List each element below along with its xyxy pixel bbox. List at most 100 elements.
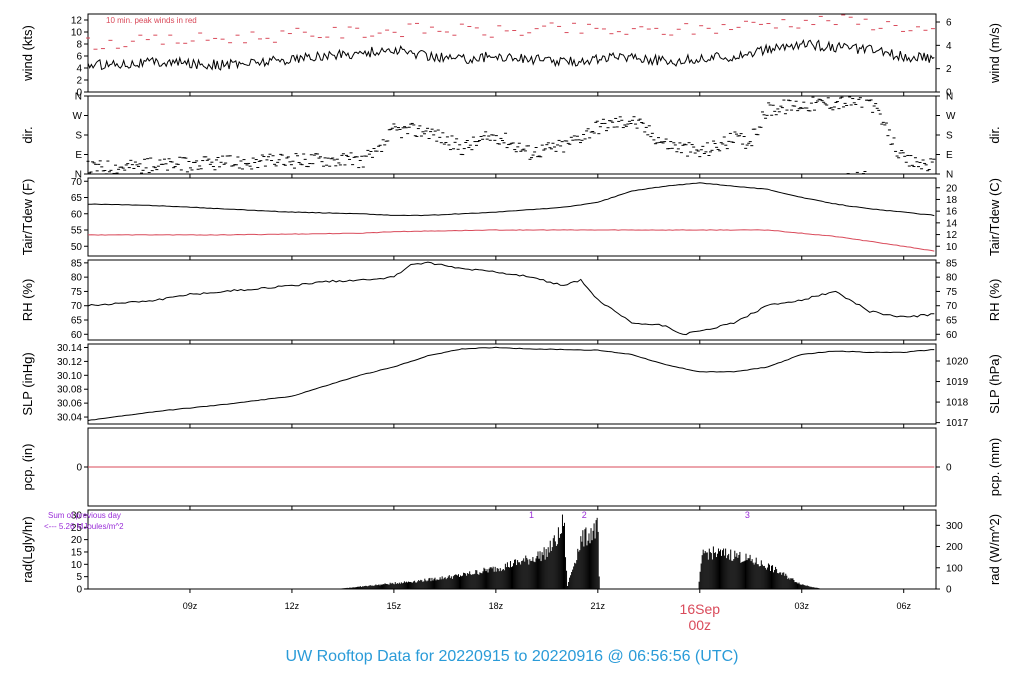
y-tick-label: 30 xyxy=(71,510,83,521)
y-tick-label: 10 xyxy=(71,28,83,39)
y-axis-label-left: SLP (inHg) xyxy=(20,352,35,415)
y-tick-label: N xyxy=(75,170,82,181)
y-tick-label: 15 xyxy=(71,547,83,558)
y-tick-label-right: 6 xyxy=(946,18,952,29)
panel-pcp: pcp. (in) pcp. (mm) 0 0 xyxy=(20,427,1002,510)
y-tick-label-right: 14 xyxy=(946,218,958,229)
y-axis-label-left: rad(Lgly/hr) xyxy=(20,516,35,582)
y-tick-label-right: 80 xyxy=(946,273,958,284)
chart-annotation: <--- 5.26 MJoules/m^2 xyxy=(44,522,124,531)
y-tick-label-right: 10 xyxy=(946,242,958,253)
y-tick-label: 8 xyxy=(76,40,82,51)
panel-frame xyxy=(87,177,937,257)
y-tick-label-right: 4 xyxy=(946,41,952,52)
y-tick-label-right: 100 xyxy=(946,563,963,574)
y-tick-label: 25 xyxy=(71,523,83,534)
y-tick-label: 5 xyxy=(76,572,82,583)
x-tick-label: 15z xyxy=(387,601,402,611)
y-tick-label: 0 xyxy=(76,463,82,474)
y-tick-label: 65 xyxy=(71,193,83,204)
y-axis-label-left: Tair/Tdew (F) xyxy=(20,179,35,256)
series-dir-0 xyxy=(86,96,936,175)
y-axis-label-right: pcp. (mm) xyxy=(987,438,1002,497)
y-tick-label: 30.14 xyxy=(57,343,82,354)
panel-frame xyxy=(87,13,937,93)
panel-frame xyxy=(87,343,937,425)
y-tick-label: 30.08 xyxy=(57,385,82,396)
data-line xyxy=(87,38,935,71)
y-tick-label: E xyxy=(75,150,82,161)
y-tick-label-right: 70 xyxy=(946,301,958,312)
data-line xyxy=(87,229,935,252)
y-axis-label-right: SLP (hPa) xyxy=(987,354,1002,414)
y-tick-label: 80 xyxy=(71,273,83,284)
y-tick-label: 30.06 xyxy=(57,399,82,410)
y-tick-label-right: 2 xyxy=(946,64,952,75)
y-tick-label-right: 1020 xyxy=(946,356,969,367)
date-label: 16Sep xyxy=(680,601,721,617)
y-tick-label-right: 1017 xyxy=(946,418,969,429)
chart-marker: 2 xyxy=(582,510,587,520)
y-tick-label-right: 75 xyxy=(946,287,958,298)
x-tick-label: 18z xyxy=(489,601,504,611)
panel-frame xyxy=(87,259,937,341)
y-tick-label: 10 xyxy=(71,560,83,571)
y-tick-label: 55 xyxy=(71,226,83,237)
y-tick-label-right: 0 xyxy=(946,88,952,99)
y-tick-label: 0 xyxy=(76,88,82,99)
y-tick-label: 30.12 xyxy=(57,357,82,368)
series-temp-0 xyxy=(87,182,935,217)
y-tick-label: 65 xyxy=(71,316,83,327)
y-tick-label-right: 1018 xyxy=(946,398,969,409)
data-line xyxy=(87,182,935,217)
y-tick-label-right: S xyxy=(946,131,953,142)
data-line xyxy=(87,346,935,421)
y-axis-label-right: Tair/Tdew (C) xyxy=(987,178,1002,256)
series-slp-0 xyxy=(87,346,935,421)
y-tick-label: 50 xyxy=(71,242,83,253)
x-tick-label: 21z xyxy=(591,601,606,611)
y-tick-label-right: 18 xyxy=(946,195,958,206)
y-tick-label: 30.04 xyxy=(57,413,82,424)
series-wind-0 xyxy=(87,38,935,71)
x-tick-label: 09z xyxy=(183,601,198,611)
panel-frame xyxy=(87,509,937,590)
y-tick-label: 12 xyxy=(71,16,83,27)
panel-rh: RH (%) RH (%) 60 65 70 75 80 85 60 65 70 75 80 85 xyxy=(20,258,1002,344)
y-tick-label: 75 xyxy=(71,287,83,298)
chart-marker: 1 xyxy=(529,510,534,520)
series-rad-0 xyxy=(336,514,823,590)
y-tick-label-right: 1019 xyxy=(946,377,969,388)
y-tick-label-right: 200 xyxy=(946,542,963,553)
y-axis-label-right: dir. xyxy=(987,126,1002,143)
y-tick-label-right: 20 xyxy=(946,183,958,194)
y-axis-label-left: pcp. (in) xyxy=(20,444,35,491)
y-tick-label: 60 xyxy=(71,330,83,341)
footer-title: UW Rooftop Data for 20220915 to 20220916… xyxy=(285,648,739,665)
y-axis-label-left: RH (%) xyxy=(20,279,35,322)
panel-frame xyxy=(87,95,937,175)
y-tick-label-right: N xyxy=(946,170,953,181)
chart-marker: 3 xyxy=(745,510,750,520)
chart-annotation: 10 min. peak winds in red xyxy=(106,16,197,25)
y-axis-label-left: wind (kts) xyxy=(20,25,35,82)
y-tick-label: W xyxy=(73,111,83,122)
y-tick-label: 4 xyxy=(76,64,82,75)
series-rh-0 xyxy=(87,261,935,336)
y-tick-label: 6 xyxy=(76,52,82,63)
y-tick-label-right: N xyxy=(946,92,953,103)
y-tick-label-right: 16 xyxy=(946,207,958,218)
y-axis-label-right: rad (W/m^2) xyxy=(987,514,1002,585)
chart-annotation: Sum of previous day xyxy=(48,511,121,520)
y-tick-label-right: 12 xyxy=(946,230,958,241)
y-tick-label: S xyxy=(75,131,82,142)
y-tick-label-right: 65 xyxy=(946,316,958,327)
y-axis-label-right: wind (m/s) xyxy=(987,23,1002,84)
series-temp-1 xyxy=(87,229,935,252)
y-axis-label-right: RH (%) xyxy=(987,279,1002,322)
x-tick-label: 12z xyxy=(285,601,300,611)
